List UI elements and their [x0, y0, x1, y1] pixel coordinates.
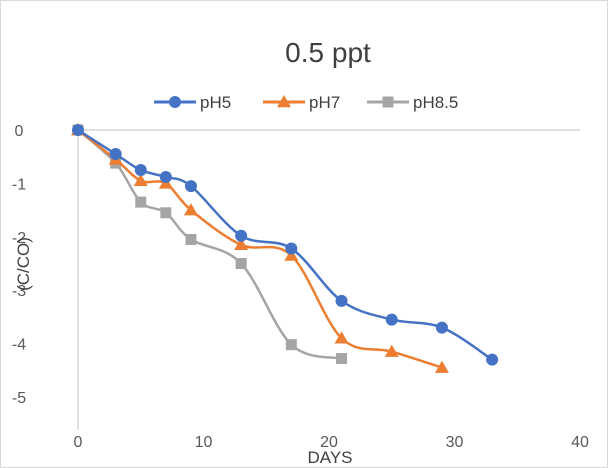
legend-item-ph5: pH5 — [154, 93, 231, 112]
data-point-ph8-5 — [285, 339, 297, 351]
data-point-ph5 — [435, 321, 448, 334]
y-tick-label: -5 — [12, 390, 26, 407]
chart-title: 0.5 ppt — [285, 37, 371, 68]
legend-marker-ph8-5 — [382, 96, 394, 108]
y-tick-label: 0 — [15, 123, 24, 140]
plot-area — [71, 123, 499, 373]
legend-label-ph8-5: pH8.5 — [413, 93, 458, 112]
data-point-ph7 — [334, 331, 349, 344]
series-line-ph7 — [77, 129, 443, 369]
x-tick-label: 10 — [195, 434, 213, 451]
data-point-ph8-5 — [185, 233, 197, 245]
data-point-ph5 — [335, 294, 348, 307]
x-tick-labels: 0 10 20 30 40 — [74, 434, 589, 451]
y-tick-labels: 0 -1 -2 -3 -4 -5 — [12, 123, 26, 407]
data-point-ph7 — [183, 203, 198, 216]
data-point-ph8-5 — [160, 207, 172, 219]
legend-marker-ph7 — [277, 95, 291, 108]
data-point-ph8-5 — [235, 258, 247, 269]
y-tick-label: -1 — [12, 176, 26, 193]
data-point-ph7 — [133, 173, 148, 186]
data-point-ph7 — [234, 237, 249, 251]
data-point-ph5 — [72, 124, 84, 136]
x-tick-label: 20 — [320, 434, 338, 451]
y-tick-label: -2 — [12, 230, 26, 247]
x-tick-label: 40 — [571, 434, 589, 451]
series-ph7 — [71, 123, 449, 373]
legend-marker-ph5 — [169, 96, 181, 108]
y-axis-title: (C/CO) — [14, 237, 33, 291]
series-ph5 — [72, 124, 499, 366]
legend: pH5 pH7 pH8.5 — [154, 93, 458, 112]
y-tick-label: -3 — [12, 283, 26, 300]
legend-label-ph7: pH7 — [309, 93, 340, 112]
x-tick-label: 0 — [74, 434, 83, 451]
legend-item-ph8-5: pH8.5 — [367, 93, 458, 112]
data-point-ph5 — [109, 148, 122, 161]
x-tick-label: 30 — [446, 434, 464, 451]
data-point-ph5 — [159, 170, 172, 183]
data-point-ph7 — [434, 360, 449, 373]
data-point-ph5 — [184, 180, 197, 193]
legend-label-ph5: pH5 — [200, 93, 231, 112]
data-point-ph5 — [385, 313, 398, 326]
data-point-ph5 — [285, 242, 298, 255]
y-tick-label: -4 — [12, 337, 26, 354]
x-axis-title: DAYS — [307, 448, 352, 467]
data-point-ph8-5 — [135, 196, 147, 208]
data-point-ph8-5 — [336, 353, 348, 365]
data-point-ph5 — [134, 164, 147, 177]
data-point-ph5 — [486, 353, 499, 366]
legend-item-ph7: pH7 — [263, 93, 340, 112]
data-point-ph5 — [235, 229, 248, 242]
data-point-ph7 — [384, 344, 399, 357]
data-point-ph7 — [284, 248, 299, 261]
